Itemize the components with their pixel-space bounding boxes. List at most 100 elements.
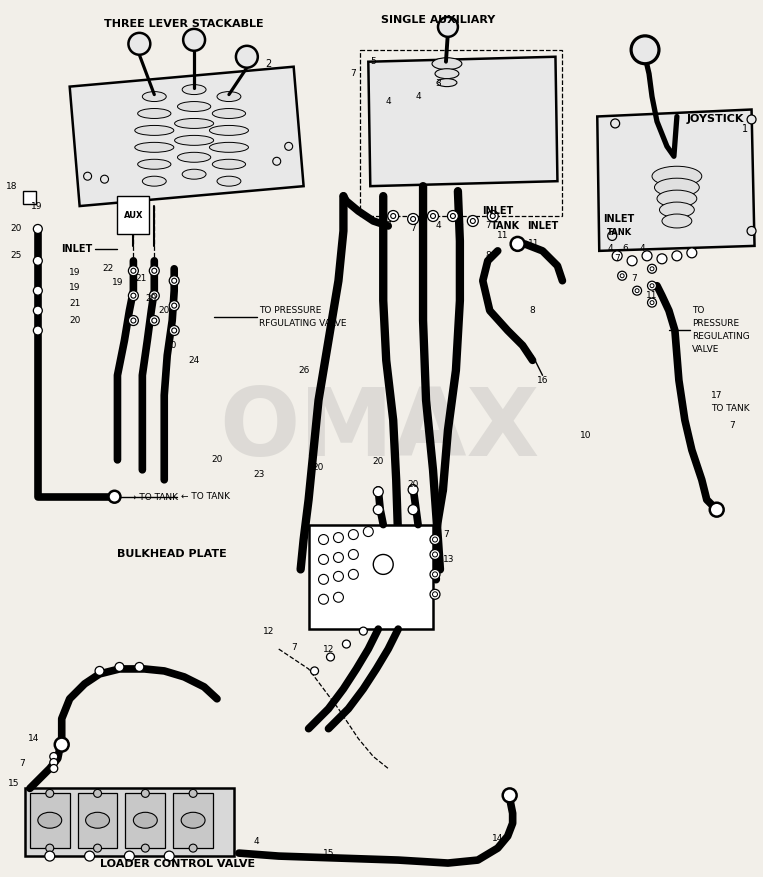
Circle shape bbox=[648, 298, 656, 307]
Circle shape bbox=[115, 662, 124, 672]
Circle shape bbox=[94, 789, 101, 797]
Ellipse shape bbox=[212, 160, 246, 169]
Circle shape bbox=[433, 552, 437, 557]
Circle shape bbox=[388, 210, 399, 222]
Ellipse shape bbox=[175, 118, 214, 128]
Circle shape bbox=[642, 251, 652, 260]
Ellipse shape bbox=[38, 812, 62, 828]
Text: BULKHEAD PLATE: BULKHEAD PLATE bbox=[118, 550, 227, 560]
Circle shape bbox=[650, 284, 654, 288]
Circle shape bbox=[612, 251, 622, 260]
Circle shape bbox=[152, 268, 156, 274]
Circle shape bbox=[343, 640, 350, 648]
Circle shape bbox=[333, 572, 343, 581]
Circle shape bbox=[169, 301, 179, 310]
Text: TANK: TANK bbox=[491, 221, 520, 231]
Text: TO TANK: TO TANK bbox=[711, 403, 749, 413]
Circle shape bbox=[391, 213, 396, 218]
Text: 10: 10 bbox=[580, 431, 591, 439]
Text: 7: 7 bbox=[350, 69, 356, 78]
Circle shape bbox=[410, 217, 416, 222]
Text: 26: 26 bbox=[298, 366, 309, 374]
Circle shape bbox=[34, 286, 42, 296]
Circle shape bbox=[183, 29, 205, 51]
Ellipse shape bbox=[652, 167, 702, 186]
Circle shape bbox=[710, 503, 723, 517]
Circle shape bbox=[150, 266, 159, 275]
Circle shape bbox=[430, 535, 440, 545]
Circle shape bbox=[373, 504, 383, 515]
Circle shape bbox=[152, 293, 156, 298]
Ellipse shape bbox=[217, 91, 241, 102]
Circle shape bbox=[648, 282, 656, 290]
Text: 15: 15 bbox=[323, 849, 334, 858]
Ellipse shape bbox=[437, 79, 457, 87]
Circle shape bbox=[648, 264, 656, 274]
Ellipse shape bbox=[659, 202, 694, 217]
Circle shape bbox=[34, 256, 42, 266]
Circle shape bbox=[124, 851, 134, 861]
Circle shape bbox=[128, 290, 138, 301]
Text: 20: 20 bbox=[166, 341, 177, 350]
Circle shape bbox=[135, 662, 144, 672]
Circle shape bbox=[650, 301, 654, 304]
Circle shape bbox=[657, 253, 667, 264]
Bar bbox=[173, 794, 213, 848]
Text: 20: 20 bbox=[313, 463, 324, 473]
Circle shape bbox=[55, 738, 69, 752]
Text: 11: 11 bbox=[646, 291, 658, 300]
Circle shape bbox=[430, 589, 440, 599]
Text: → TO TANK: → TO TANK bbox=[130, 493, 179, 503]
Text: 25: 25 bbox=[11, 252, 22, 260]
Text: 4: 4 bbox=[435, 222, 441, 231]
Text: 4: 4 bbox=[639, 245, 645, 253]
Bar bbox=[30, 794, 69, 848]
Text: VALVE: VALVE bbox=[692, 345, 720, 354]
Circle shape bbox=[633, 286, 642, 296]
Circle shape bbox=[34, 306, 42, 315]
Text: INLET: INLET bbox=[527, 221, 559, 231]
Circle shape bbox=[635, 289, 639, 293]
Ellipse shape bbox=[209, 142, 249, 153]
Text: 8: 8 bbox=[530, 306, 536, 315]
Circle shape bbox=[491, 213, 495, 218]
Text: 7: 7 bbox=[443, 530, 449, 539]
Ellipse shape bbox=[134, 812, 157, 828]
Ellipse shape bbox=[217, 176, 241, 186]
Text: LOADER CONTROL VALVE: LOADER CONTROL VALVE bbox=[99, 859, 255, 869]
Circle shape bbox=[164, 851, 174, 861]
Text: 21: 21 bbox=[136, 275, 147, 283]
Ellipse shape bbox=[178, 153, 211, 162]
Text: 19: 19 bbox=[111, 278, 123, 287]
Circle shape bbox=[46, 789, 53, 797]
Text: 7: 7 bbox=[385, 222, 391, 231]
Circle shape bbox=[272, 157, 281, 165]
Text: AUX: AUX bbox=[124, 210, 143, 219]
Circle shape bbox=[172, 278, 177, 283]
Circle shape bbox=[34, 326, 42, 335]
Text: REGULATING: REGULATING bbox=[692, 332, 749, 341]
Bar bbox=[308, 524, 433, 629]
Text: 7: 7 bbox=[485, 222, 491, 231]
Text: 5: 5 bbox=[370, 57, 376, 67]
Text: 20: 20 bbox=[146, 294, 157, 303]
Circle shape bbox=[408, 485, 418, 495]
Text: 24: 24 bbox=[188, 356, 200, 365]
Text: 2: 2 bbox=[266, 59, 272, 68]
Circle shape bbox=[152, 318, 156, 323]
Bar bbox=[78, 794, 118, 848]
Circle shape bbox=[150, 316, 159, 325]
Text: 7: 7 bbox=[410, 225, 416, 233]
Text: PRESSURE: PRESSURE bbox=[692, 319, 739, 328]
Text: 4: 4 bbox=[254, 837, 259, 845]
Circle shape bbox=[631, 36, 659, 64]
Text: 20: 20 bbox=[159, 306, 170, 315]
Text: 19: 19 bbox=[31, 202, 43, 210]
Text: 12: 12 bbox=[263, 627, 275, 636]
Polygon shape bbox=[597, 110, 755, 251]
Circle shape bbox=[620, 274, 624, 278]
Circle shape bbox=[318, 554, 329, 565]
Text: INLET: INLET bbox=[61, 244, 92, 253]
Ellipse shape bbox=[662, 214, 692, 228]
Circle shape bbox=[447, 210, 459, 222]
